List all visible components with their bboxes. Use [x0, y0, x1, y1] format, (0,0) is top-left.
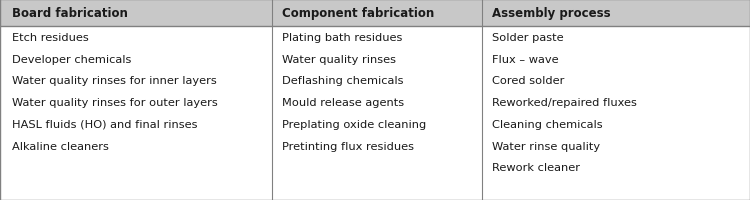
Text: Cleaning chemicals: Cleaning chemicals: [492, 119, 603, 129]
Text: Component fabrication: Component fabrication: [282, 7, 434, 20]
Text: Flux – wave: Flux – wave: [492, 54, 559, 64]
Text: Developer chemicals: Developer chemicals: [12, 54, 131, 64]
Text: Water quality rinses: Water quality rinses: [282, 54, 396, 64]
Text: Water quality rinses for inner layers: Water quality rinses for inner layers: [12, 76, 217, 86]
Text: Reworked/repaired fluxes: Reworked/repaired fluxes: [492, 98, 637, 108]
Text: Cored solder: Cored solder: [492, 76, 564, 86]
Text: Water quality rinses for outer layers: Water quality rinses for outer layers: [12, 98, 217, 108]
Text: Board fabrication: Board fabrication: [12, 7, 128, 20]
Text: Preplating oxide cleaning: Preplating oxide cleaning: [282, 119, 426, 129]
Text: Alkaline cleaners: Alkaline cleaners: [12, 141, 109, 151]
Text: Plating bath residues: Plating bath residues: [282, 33, 402, 43]
Text: Water rinse quality: Water rinse quality: [492, 141, 600, 151]
Text: Deflashing chemicals: Deflashing chemicals: [282, 76, 404, 86]
Text: Rework cleaner: Rework cleaner: [492, 163, 580, 173]
Text: Pretinting flux residues: Pretinting flux residues: [282, 141, 414, 151]
Text: HASL fluids (HO) and final rinses: HASL fluids (HO) and final rinses: [12, 119, 197, 129]
Text: Solder paste: Solder paste: [492, 33, 564, 43]
Text: Etch residues: Etch residues: [12, 33, 88, 43]
Text: Assembly process: Assembly process: [492, 7, 610, 20]
Text: Mould release agents: Mould release agents: [282, 98, 404, 108]
Bar: [0, 0, 750, 27]
